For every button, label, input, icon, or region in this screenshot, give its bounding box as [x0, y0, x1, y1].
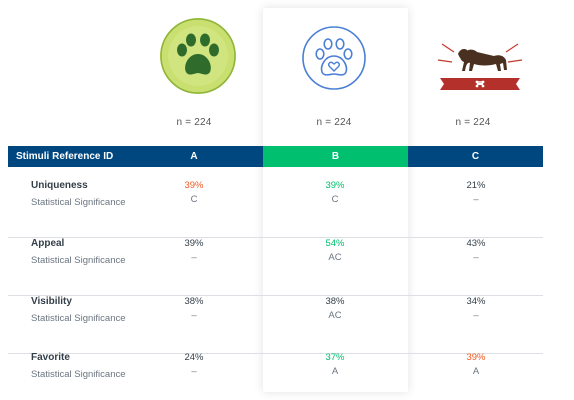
cell-significance-a: –	[191, 252, 197, 263]
cell-significance-b: AC	[328, 252, 342, 263]
cell-value-a: 38%	[184, 296, 204, 307]
row-divider	[8, 237, 543, 238]
green-paw-logo-icon	[160, 18, 236, 94]
highlighted-column-card	[263, 8, 408, 392]
cell-value-b: 37%	[325, 352, 345, 363]
table-header: Stimuli Reference ID A B C	[8, 146, 543, 167]
cell-value-c: 21%	[466, 180, 486, 191]
table-row-visibility: Visibility Statistical Significance 38% …	[8, 296, 543, 354]
cell-value-c: 43%	[466, 238, 486, 249]
metric-subtitle: Statistical Significance	[31, 313, 126, 324]
cell-value-c: 39%	[466, 352, 486, 363]
row-divider	[8, 353, 543, 354]
cell-value-a: 39%	[184, 180, 204, 191]
column-c-sample-size: n = 224	[455, 117, 491, 128]
cell-significance-a: –	[191, 310, 197, 321]
table-row-favorite: Favorite Statistical Significance 24% – …	[8, 352, 543, 400]
cell-value-b: 54%	[325, 238, 345, 249]
metric-name: Uniqueness	[31, 180, 88, 191]
dog-banner-logo-icon	[437, 43, 523, 90]
header-column-c: C	[471, 151, 480, 162]
header-column-b: B	[263, 146, 408, 167]
cell-significance-c: –	[473, 310, 479, 321]
cell-significance-c: –	[473, 252, 479, 263]
column-a-sample-size: n = 224	[176, 117, 212, 128]
metric-name: Visibility	[31, 296, 72, 307]
cell-value-a: 24%	[184, 352, 204, 363]
cell-value-b: 38%	[325, 296, 345, 307]
metric-subtitle: Statistical Significance	[31, 197, 126, 208]
cell-significance-c: –	[473, 194, 479, 205]
cell-significance-b: AC	[328, 310, 342, 321]
metric-name: Favorite	[31, 352, 70, 363]
blue-paw-heart-logo-icon	[302, 26, 366, 90]
table-row-uniqueness: Uniqueness Statistical Significance 39% …	[8, 180, 543, 238]
cell-value-a: 39%	[184, 238, 204, 249]
cell-value-b: 39%	[325, 180, 345, 191]
cell-significance-b: A	[331, 366, 339, 377]
header-label: Stimuli Reference ID	[16, 151, 114, 162]
cell-value-c: 34%	[466, 296, 486, 307]
table-row-appeal: Appeal Statistical Significance 39% – 54…	[8, 238, 543, 296]
cell-significance-b: C	[331, 194, 339, 205]
metric-subtitle: Statistical Significance	[31, 255, 126, 266]
cell-significance-a: C	[190, 194, 198, 205]
column-b-sample-size: n = 224	[316, 117, 352, 128]
cell-significance-c: A	[472, 366, 480, 377]
metric-subtitle: Statistical Significance	[31, 369, 126, 380]
cell-significance-a: –	[191, 366, 197, 377]
metric-name: Appeal	[31, 238, 65, 249]
header-column-a: A	[190, 151, 198, 162]
row-divider	[8, 295, 543, 296]
